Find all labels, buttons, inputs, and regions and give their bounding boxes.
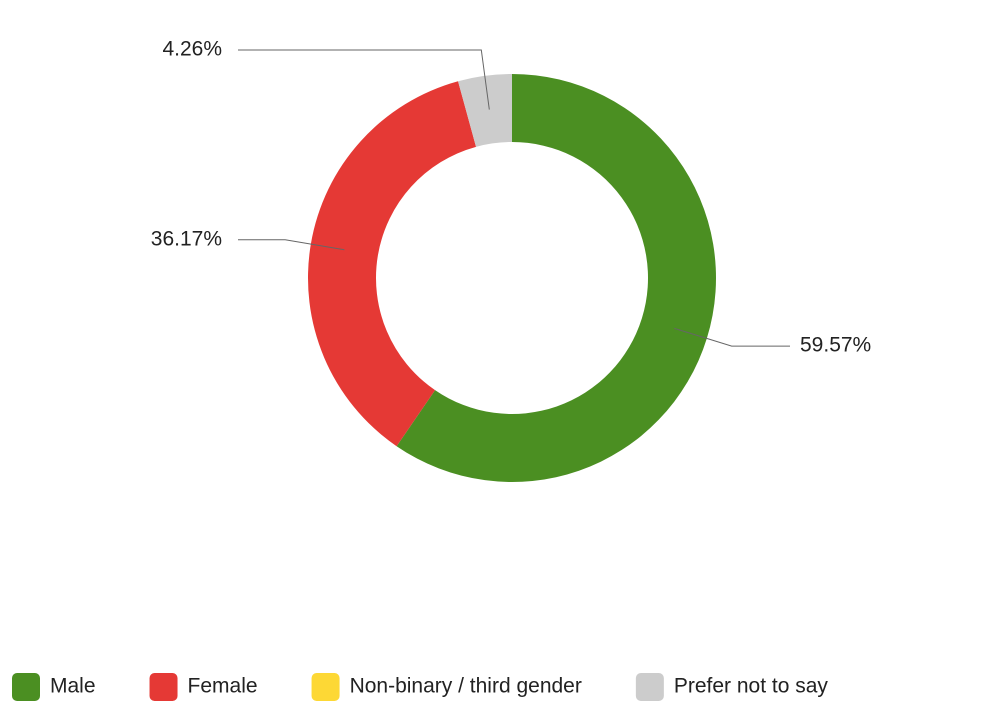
slice [308, 81, 477, 447]
legend-label: Male [50, 675, 96, 698]
legend-swatch [635, 673, 664, 701]
legend-swatch [149, 673, 178, 701]
legend-label: Prefer not to say [674, 675, 829, 698]
legend-swatch [311, 673, 340, 701]
data-label: 36.17% [151, 227, 222, 250]
legend-swatch [12, 673, 40, 701]
data-label: 59.57% [800, 334, 871, 357]
legend-label: Female [188, 675, 258, 698]
slice [458, 74, 512, 147]
leader-line [238, 49, 490, 110]
legend-label: Non-binary / third gender [350, 675, 582, 698]
data-label: 4.26% [162, 38, 222, 61]
leader-line [238, 239, 345, 251]
leader-line [674, 327, 790, 347]
slice [396, 74, 717, 482]
